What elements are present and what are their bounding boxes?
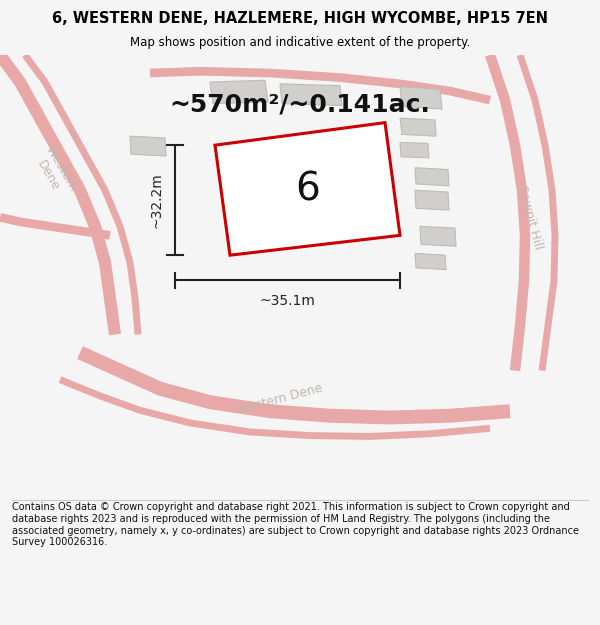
Text: Contains OS data © Crown copyright and database right 2021. This information is : Contains OS data © Crown copyright and d… [12,503,579,548]
Text: Map shows position and indicative extent of the property.: Map shows position and indicative extent… [130,36,470,49]
Polygon shape [210,80,268,104]
Polygon shape [215,122,400,255]
Polygon shape [400,118,436,136]
Polygon shape [415,253,446,269]
Text: ~570m²/~0.141ac.: ~570m²/~0.141ac. [170,92,430,117]
Text: Western Dene: Western Dene [236,382,325,417]
Polygon shape [130,136,166,156]
Polygon shape [420,226,456,246]
Polygon shape [415,168,449,186]
Polygon shape [415,190,449,210]
Polygon shape [400,142,429,158]
Text: ~32.2m: ~32.2m [149,173,163,228]
Polygon shape [400,86,442,109]
Text: ~35.1m: ~35.1m [260,294,316,308]
Text: 6, WESTERN DENE, HAZLEMERE, HIGH WYCOMBE, HP15 7EN: 6, WESTERN DENE, HAZLEMERE, HIGH WYCOMBE… [52,11,548,26]
Text: 6: 6 [295,171,320,209]
Text: Sawpit Hill: Sawpit Hill [515,184,545,251]
Text: Western
Dene: Western Dene [30,143,80,201]
Polygon shape [280,84,342,106]
